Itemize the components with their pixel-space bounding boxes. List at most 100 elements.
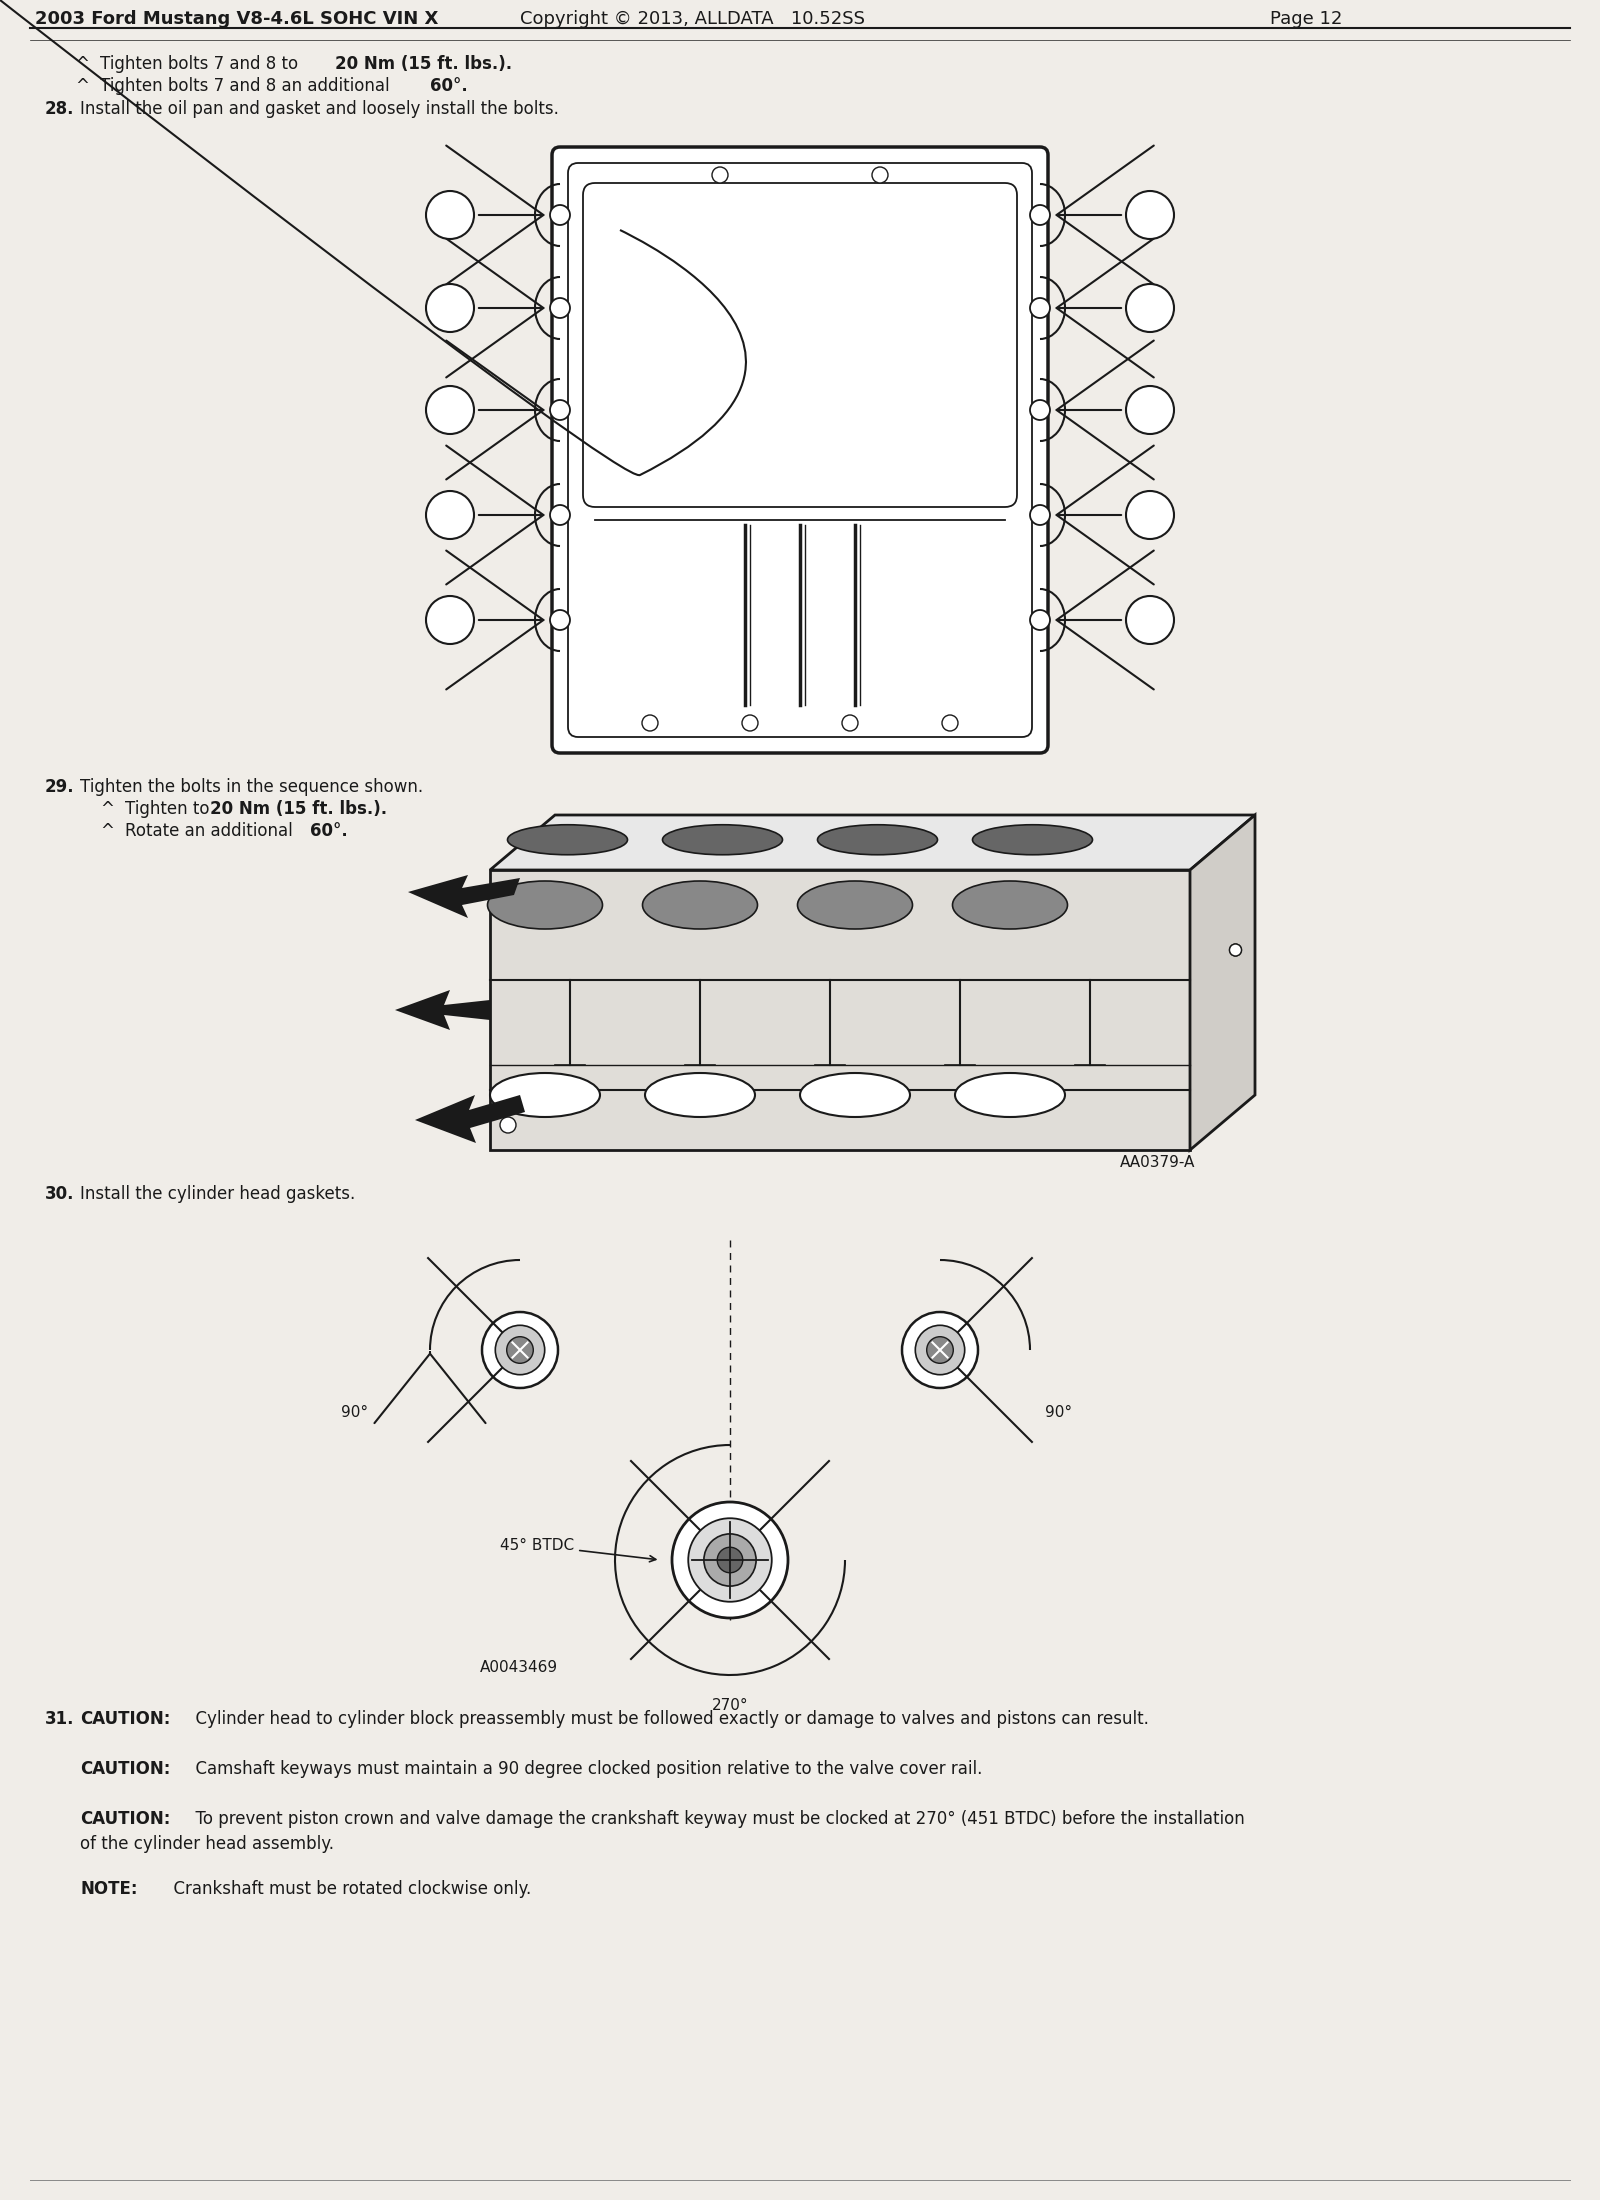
FancyBboxPatch shape xyxy=(582,183,1018,506)
Text: 3: 3 xyxy=(443,506,456,524)
FancyBboxPatch shape xyxy=(568,163,1032,737)
Text: 60°.: 60°. xyxy=(310,823,347,840)
Text: 31.: 31. xyxy=(45,1709,75,1727)
Text: Cylinder head to cylinder block preassembly must be followed exactly or damage t: Cylinder head to cylinder block preassem… xyxy=(186,1709,1149,1727)
Text: 7: 7 xyxy=(443,612,456,629)
Circle shape xyxy=(1126,385,1174,433)
Polygon shape xyxy=(408,876,520,917)
Text: 6: 6 xyxy=(1144,299,1157,317)
Text: ^: ^ xyxy=(99,801,114,818)
Ellipse shape xyxy=(818,825,938,856)
Ellipse shape xyxy=(645,1074,755,1118)
Text: CAUTION:: CAUTION: xyxy=(80,1811,170,1828)
Polygon shape xyxy=(490,869,1190,1151)
Circle shape xyxy=(642,715,658,730)
Text: 29.: 29. xyxy=(45,779,75,796)
Ellipse shape xyxy=(507,825,627,856)
Circle shape xyxy=(426,191,474,240)
Circle shape xyxy=(426,284,474,332)
Circle shape xyxy=(499,1118,515,1133)
Text: Tighten bolts 7 and 8 to: Tighten bolts 7 and 8 to xyxy=(99,55,304,73)
Text: 60°.: 60°. xyxy=(430,77,467,95)
Circle shape xyxy=(1030,297,1050,319)
Text: Rotate an additional: Rotate an additional xyxy=(125,823,298,840)
Ellipse shape xyxy=(490,1074,600,1118)
Text: CAUTION:: CAUTION: xyxy=(80,1709,170,1727)
Text: Tighten to: Tighten to xyxy=(125,801,214,818)
Text: Install the oil pan and gasket and loosely install the bolts.: Install the oil pan and gasket and loose… xyxy=(80,99,558,119)
Ellipse shape xyxy=(797,880,912,928)
Circle shape xyxy=(550,297,570,319)
Circle shape xyxy=(550,506,570,526)
Circle shape xyxy=(426,385,474,433)
Text: 5: 5 xyxy=(443,299,456,317)
Circle shape xyxy=(1126,596,1174,645)
Circle shape xyxy=(902,1311,978,1388)
Text: Camshaft keyways must maintain a 90 degree clocked position relative to the valv: Camshaft keyways must maintain a 90 degr… xyxy=(186,1760,982,1778)
Text: 90°: 90° xyxy=(1045,1406,1072,1419)
Text: Copyright © 2013, ALLDATA   10.52SS: Copyright © 2013, ALLDATA 10.52SS xyxy=(520,11,866,29)
Text: 8: 8 xyxy=(1144,612,1157,629)
Circle shape xyxy=(688,1518,771,1602)
Text: of the cylinder head assembly.: of the cylinder head assembly. xyxy=(80,1835,334,1852)
Ellipse shape xyxy=(643,880,757,928)
Circle shape xyxy=(426,596,474,645)
Text: 4: 4 xyxy=(1144,506,1157,524)
Polygon shape xyxy=(395,990,490,1030)
Circle shape xyxy=(842,715,858,730)
Polygon shape xyxy=(414,1096,525,1144)
Ellipse shape xyxy=(973,825,1093,856)
Circle shape xyxy=(426,491,474,539)
Text: 45° BTDC: 45° BTDC xyxy=(499,1538,656,1562)
Text: Tighten bolts 7 and 8 an additional: Tighten bolts 7 and 8 an additional xyxy=(99,77,395,95)
Circle shape xyxy=(1030,205,1050,224)
Circle shape xyxy=(1126,284,1174,332)
FancyBboxPatch shape xyxy=(552,147,1048,752)
Text: Page 12: Page 12 xyxy=(1270,11,1342,29)
Circle shape xyxy=(717,1547,742,1573)
Circle shape xyxy=(742,715,758,730)
Text: A0043469: A0043469 xyxy=(480,1661,558,1674)
Circle shape xyxy=(1229,944,1242,957)
Circle shape xyxy=(1030,400,1050,420)
Ellipse shape xyxy=(955,1074,1066,1118)
Text: 2: 2 xyxy=(1144,400,1157,418)
Circle shape xyxy=(672,1503,787,1617)
Ellipse shape xyxy=(662,825,782,856)
Text: ^: ^ xyxy=(99,823,114,840)
Text: Install the cylinder head gaskets.: Install the cylinder head gaskets. xyxy=(80,1186,355,1203)
Circle shape xyxy=(926,1338,954,1364)
Circle shape xyxy=(1126,191,1174,240)
Text: 30.: 30. xyxy=(45,1186,75,1203)
Circle shape xyxy=(1030,609,1050,629)
Text: AA0379-A: AA0379-A xyxy=(1120,1155,1195,1170)
Polygon shape xyxy=(1190,814,1254,1151)
Ellipse shape xyxy=(488,880,603,928)
Text: ^: ^ xyxy=(75,77,90,95)
Circle shape xyxy=(1126,491,1174,539)
Circle shape xyxy=(496,1324,544,1375)
Text: To prevent piston crown and valve damage the crankshaft keyway must be clocked a: To prevent piston crown and valve damage… xyxy=(186,1811,1245,1828)
Text: NOTE:: NOTE: xyxy=(80,1881,138,1899)
Ellipse shape xyxy=(800,1074,910,1118)
Circle shape xyxy=(550,205,570,224)
Text: 1: 1 xyxy=(443,400,456,418)
Text: 90°: 90° xyxy=(341,1406,368,1419)
Text: ^: ^ xyxy=(75,55,90,73)
Circle shape xyxy=(482,1311,558,1388)
Circle shape xyxy=(507,1338,533,1364)
Text: Crankshaft must be rotated clockwise only.: Crankshaft must be rotated clockwise onl… xyxy=(163,1881,531,1899)
Text: 10: 10 xyxy=(1138,207,1163,224)
Circle shape xyxy=(872,167,888,183)
Text: 20 Nm (15 ft. lbs.).: 20 Nm (15 ft. lbs.). xyxy=(210,801,387,818)
Circle shape xyxy=(550,400,570,420)
Text: 28.: 28. xyxy=(45,99,75,119)
Circle shape xyxy=(942,715,958,730)
Circle shape xyxy=(1229,944,1242,957)
Ellipse shape xyxy=(952,880,1067,928)
Text: 2003 Ford Mustang V8-4.6L SOHC VIN X: 2003 Ford Mustang V8-4.6L SOHC VIN X xyxy=(35,11,438,29)
Text: 20 Nm (15 ft. lbs.).: 20 Nm (15 ft. lbs.). xyxy=(334,55,512,73)
Circle shape xyxy=(915,1324,965,1375)
Text: Tighten the bolts in the sequence shown.: Tighten the bolts in the sequence shown. xyxy=(80,779,422,796)
Circle shape xyxy=(550,609,570,629)
